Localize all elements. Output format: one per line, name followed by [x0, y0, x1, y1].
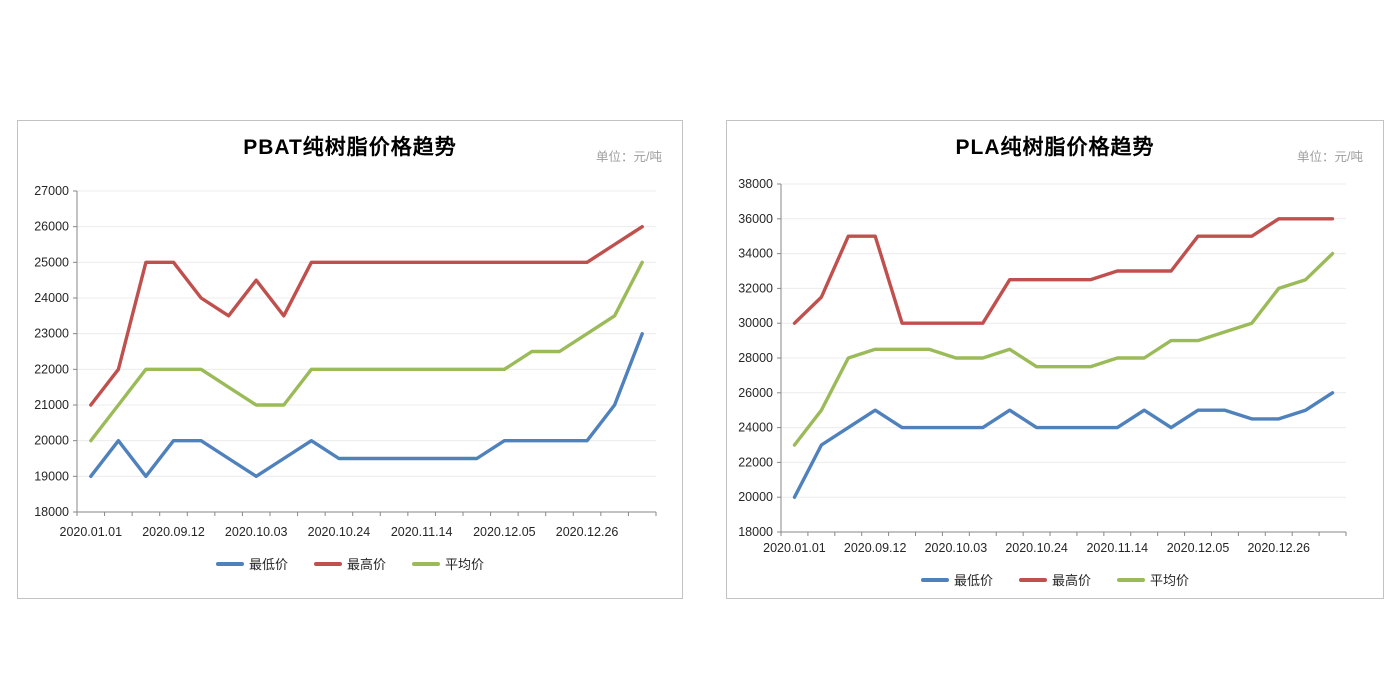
- legend-swatch-highest: [313, 561, 342, 566]
- pbat-chart-card: PBAT纯树脂价格趋势 单位：元/吨 18000 19000 20000 21000 2…: [17, 120, 683, 599]
- y-axis-label: 28000: [738, 351, 773, 365]
- x-axis-label: 2020.12.26: [556, 525, 619, 539]
- y-axis-label: 36000: [738, 212, 773, 226]
- x-axis-label: 2020.01.01: [60, 525, 123, 539]
- y-axis-label: 19000: [34, 469, 69, 483]
- x-axis-label: 2020.01.01: [763, 541, 826, 555]
- y-axis-label: 24000: [34, 291, 69, 305]
- pbat-line-plot: 18000 19000 20000 21000 22000 23000 24000 25000…: [34, 184, 657, 539]
- y-axis-label: 25000: [34, 255, 69, 269]
- legend-swatch-highest: [1018, 577, 1047, 582]
- y-axis-label: 26000: [34, 220, 69, 234]
- series-average-line: [792, 251, 1335, 447]
- legend: 最低价 最高价 平均价: [727, 570, 1383, 589]
- x-axis-label: 2020.09.12: [142, 525, 205, 539]
- y-axis-label: 18000: [34, 505, 69, 519]
- x-axis-label: 2020.12.05: [1167, 541, 1230, 555]
- y-axis-label: 18000: [738, 525, 773, 539]
- legend-item-average: 平均价: [412, 554, 484, 573]
- unit-label: 单位：元/吨: [1297, 150, 1363, 164]
- x-axis-label: 2020.10.24: [1005, 541, 1068, 555]
- y-axis-label: 38000: [738, 177, 773, 191]
- y-axis-label: 22000: [34, 362, 69, 376]
- legend-label-highest: 最高价: [1051, 573, 1091, 588]
- legend-label-highest: 最高价: [346, 557, 386, 572]
- y-axis-label: 20000: [34, 434, 69, 448]
- x-axis-label: 2020.11.14: [391, 525, 453, 539]
- legend-item-lowest: 最低价: [920, 570, 993, 589]
- legend-label-lowest: 最低价: [953, 573, 993, 588]
- legend-swatch-lowest: [920, 577, 949, 582]
- pla-chart-card: PLA纯树脂价格趋势 单位：元/吨 18000 20000 22000 24000 26…: [726, 120, 1384, 599]
- legend-label-average: 平均价: [1150, 573, 1190, 588]
- chart-title: PLA纯树脂价格趋势: [955, 136, 1155, 159]
- legend-item-highest: 最高价: [313, 554, 386, 573]
- unit-label: 单位：元/吨: [596, 150, 662, 164]
- x-axis-label: 2020.12.26: [1247, 541, 1310, 555]
- x-axis-label: 2020.10.03: [225, 525, 288, 539]
- series-lowest-line: [89, 331, 644, 478]
- legend-swatch-average: [412, 561, 440, 566]
- legend-item-average: 平均价: [1117, 570, 1189, 589]
- legend-item-highest: 最高价: [1018, 570, 1091, 589]
- series-lowest-line: [792, 391, 1335, 499]
- chart-title: PBAT纯树脂价格趋势: [243, 136, 457, 159]
- legend-swatch-lowest: [215, 561, 244, 566]
- legend-swatch-average: [1117, 577, 1145, 582]
- legend-item-lowest: 最低价: [215, 554, 288, 573]
- legend: 最低价 最高价 平均价: [18, 554, 682, 573]
- y-axis-label: 26000: [738, 386, 773, 400]
- series-average-line: [89, 260, 644, 443]
- x-axis-label: 2020.10.03: [925, 541, 988, 555]
- y-axis-label: 20000: [738, 490, 773, 504]
- x-axis-label: 2020.12.05: [473, 525, 536, 539]
- y-axis-label: 23000: [34, 327, 69, 341]
- y-axis-label: 34000: [738, 247, 773, 261]
- series-highest-line: [89, 224, 644, 407]
- y-axis-label: 21000: [34, 398, 69, 412]
- y-axis-label: 30000: [738, 316, 773, 330]
- y-axis-label: 27000: [34, 184, 69, 198]
- series-highest-line: [792, 217, 1335, 325]
- x-axis-label: 2020.09.12: [844, 541, 907, 555]
- x-axis-label: 2020.10.24: [308, 525, 371, 539]
- y-axis-label: 22000: [738, 455, 773, 469]
- x-axis-label: 2020.11.14: [1086, 541, 1148, 555]
- y-axis-label: 32000: [738, 281, 773, 295]
- legend-label-average: 平均价: [445, 557, 485, 572]
- legend-label-lowest: 最低价: [248, 557, 288, 572]
- y-axis-label: 24000: [738, 421, 773, 435]
- pla-line-plot: 18000 20000 22000 24000 26000 28000 30000 32000…: [738, 177, 1347, 555]
